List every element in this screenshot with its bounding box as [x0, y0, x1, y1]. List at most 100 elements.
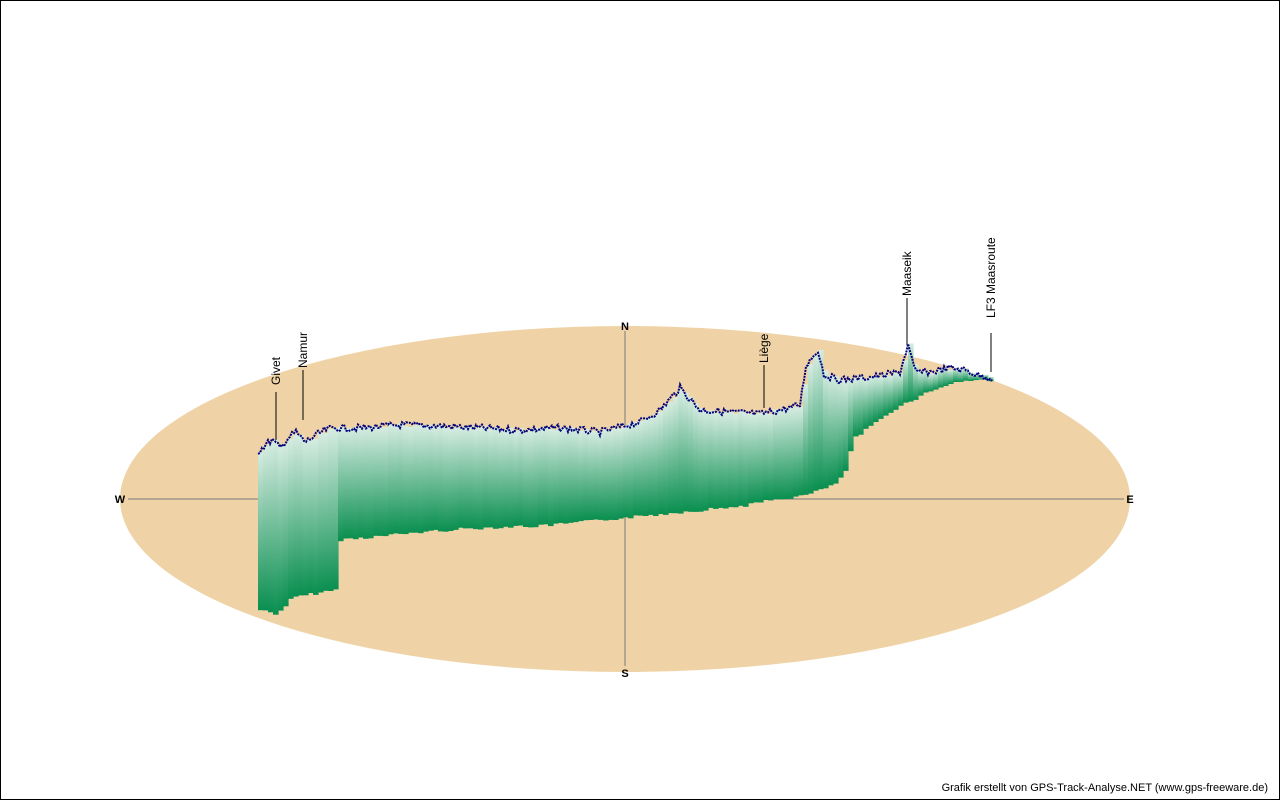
- curtain-segment: [428, 424, 434, 531]
- compass-west: W: [115, 494, 126, 506]
- curtain-segment: [398, 423, 404, 534]
- curtain-segment: [593, 430, 599, 520]
- curtain-segment: [278, 446, 284, 611]
- curtain-segment: [773, 409, 779, 500]
- curtain-segment: [573, 428, 579, 523]
- curtain-segment: [838, 379, 844, 478]
- curtain-segment: [678, 390, 684, 514]
- curtain-segment: [358, 427, 364, 538]
- curtain-segment: [863, 379, 869, 429]
- curtain-segment: [308, 438, 314, 593]
- curtain-segment: [893, 372, 899, 410]
- curtain-segment: [718, 411, 724, 508]
- curtain-segment: [873, 376, 879, 422]
- curtain-segment: [318, 432, 324, 593]
- curtain-segment: [393, 425, 399, 534]
- curtain-segment: [423, 425, 429, 532]
- curtain-segment: [883, 374, 889, 416]
- curtain-segment: [598, 431, 604, 520]
- waypoint-label: Givet: [269, 356, 283, 385]
- curtain-segment: [538, 427, 544, 525]
- curtain-segment: [758, 412, 764, 503]
- compass-south: S: [621, 668, 628, 680]
- waypoint-labels: Givet Namur Liège Maaseik LF3 Maasroute: [269, 237, 998, 440]
- curtain-segment: [713, 412, 719, 509]
- curtain-segment: [813, 354, 819, 491]
- curtain-segment: [333, 428, 339, 590]
- waypoint-label: Liège: [757, 333, 771, 363]
- curtain-segment: [553, 429, 559, 524]
- curtain-segment: [688, 396, 694, 512]
- curtain-segment: [373, 426, 379, 536]
- curtain-segment: [948, 370, 954, 384]
- curtain-segment: [338, 426, 344, 542]
- curtain-segment: [633, 422, 639, 516]
- curtain-segment: [778, 409, 784, 500]
- curtain-segment: [853, 378, 859, 437]
- curtain-segment: [868, 377, 874, 426]
- curtain-segment: [943, 367, 949, 386]
- curtain-segment: [793, 407, 799, 497]
- curtain-segment: [548, 428, 554, 527]
- curtain-segment: [483, 426, 489, 528]
- curtain-segment: [898, 373, 904, 406]
- curtain-segment: [753, 414, 759, 503]
- curtain-segment: [703, 410, 709, 511]
- curtain-segment: [833, 376, 839, 484]
- curtain-segment: [463, 426, 469, 529]
- curtain-segment: [448, 428, 454, 531]
- curtain-segment: [748, 413, 754, 504]
- curtain-segment: [543, 427, 549, 525]
- curtain-segment: [503, 429, 509, 527]
- curtain-segment: [858, 376, 864, 435]
- waypoint-label: Maaseik: [900, 250, 914, 296]
- curtain-segment: [518, 428, 524, 526]
- curtain-segment: [348, 428, 354, 539]
- curtain-segment: [608, 429, 614, 520]
- curtain-segment: [698, 408, 704, 512]
- curtain-segment: [433, 426, 439, 530]
- curtain-segment: [763, 412, 769, 500]
- curtain-segment: [988, 376, 994, 382]
- curtain-segment: [378, 427, 384, 536]
- curtain-segment: [848, 378, 854, 452]
- track-line: [257, 343, 993, 455]
- curtain-segment: [818, 349, 824, 490]
- curtain-segment: [843, 381, 849, 471]
- curtain-segment: [558, 428, 564, 523]
- curtain-segment: [353, 426, 359, 540]
- curtain-segment: [958, 369, 964, 382]
- curtain-segment: [388, 424, 394, 535]
- curtain-segment: [268, 442, 274, 613]
- curtain-segment: [828, 375, 834, 486]
- curtain-segment: [638, 421, 644, 516]
- curtain-segment: [803, 384, 809, 495]
- curtain-segment: [363, 426, 369, 539]
- curtain-segment: [788, 407, 794, 499]
- curtain-segment: [643, 418, 649, 516]
- curtain-segment: [413, 425, 419, 533]
- curtain-segment: [408, 427, 414, 533]
- credit-text: Grafik erstellt von GPS-Track-Analyse.NE…: [941, 782, 1268, 794]
- curtain-segment: [928, 373, 934, 392]
- curtain-segment: [918, 371, 924, 396]
- curtain-segment: [658, 411, 664, 514]
- curtain-segment: [738, 410, 744, 506]
- curtain-segment: [478, 427, 484, 530]
- curtain-segment: [903, 360, 909, 403]
- curtain-segment: [923, 371, 929, 393]
- curtain-segment: [453, 427, 459, 530]
- curtain-segment: [513, 431, 519, 526]
- curtain-segment: [783, 408, 789, 499]
- compass-east: E: [1126, 494, 1133, 506]
- curtain-segment: [293, 434, 299, 597]
- curtain-segment: [938, 369, 944, 388]
- curtain-segment: [908, 343, 914, 402]
- curtain-segment: [983, 374, 989, 379]
- curtain-segment: [473, 428, 479, 530]
- curtain-segment: [798, 406, 804, 496]
- curtain-segment: [888, 375, 894, 413]
- curtain-segment: [683, 392, 689, 512]
- curtain-segment: [488, 428, 494, 528]
